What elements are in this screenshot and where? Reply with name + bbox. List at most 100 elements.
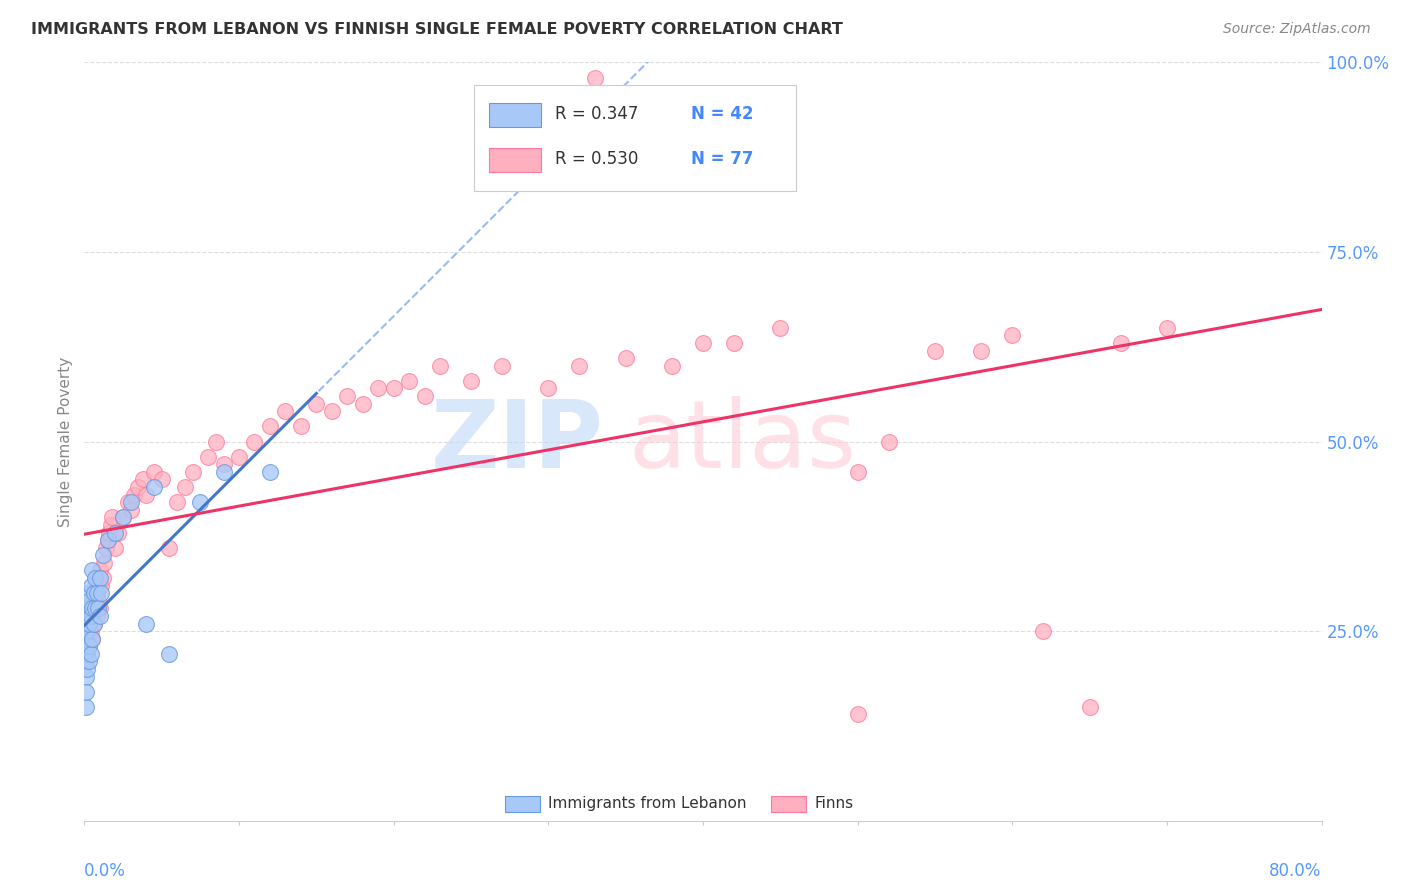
Point <box>82 632 104 646</box>
Point <box>321 404 343 418</box>
Point <box>87 594 110 608</box>
Point <box>75 685 97 699</box>
Point <box>75 669 97 683</box>
Point <box>120 495 142 509</box>
Point <box>77 655 100 669</box>
Point <box>188 495 211 509</box>
Point <box>143 480 166 494</box>
Text: Immigrants from Lebanon: Immigrants from Lebanon <box>548 797 747 812</box>
Point <box>460 374 482 388</box>
Point <box>79 579 101 593</box>
Point <box>197 450 219 464</box>
Point <box>290 419 312 434</box>
Point <box>228 450 250 464</box>
Point <box>77 639 100 653</box>
FancyBboxPatch shape <box>474 85 796 191</box>
Point <box>75 655 97 669</box>
Point <box>93 556 115 570</box>
Point <box>83 616 105 631</box>
Point <box>132 473 155 487</box>
Point <box>568 359 591 373</box>
Point <box>382 382 405 396</box>
Point <box>76 586 98 600</box>
Point <box>274 404 297 418</box>
Point <box>96 533 118 548</box>
Point <box>76 601 98 615</box>
Point <box>90 586 112 600</box>
Point <box>104 525 127 540</box>
Point <box>89 564 111 578</box>
Point <box>1109 335 1132 350</box>
Point <box>82 601 104 615</box>
Point <box>1032 624 1054 639</box>
Point <box>101 510 124 524</box>
Point <box>661 359 683 373</box>
Point <box>181 465 204 479</box>
Point <box>112 510 135 524</box>
Point <box>94 541 117 555</box>
Point <box>159 647 180 661</box>
Point <box>84 571 107 585</box>
Point <box>107 525 129 540</box>
Point <box>87 601 110 615</box>
Text: 0.0%: 0.0% <box>84 863 127 880</box>
Point <box>122 487 145 501</box>
Point <box>86 608 108 623</box>
Text: IMMIGRANTS FROM LEBANON VS FINNISH SINGLE FEMALE POVERTY CORRELATION CHART: IMMIGRANTS FROM LEBANON VS FINNISH SINGL… <box>31 22 842 37</box>
Text: N = 77: N = 77 <box>690 151 754 169</box>
Point <box>120 503 142 517</box>
Point <box>259 465 281 479</box>
Point <box>166 495 188 509</box>
Point <box>75 616 97 631</box>
Point <box>82 564 104 578</box>
Point <box>174 480 197 494</box>
Y-axis label: Single Female Poverty: Single Female Poverty <box>58 357 73 526</box>
Point <box>305 396 328 410</box>
Point <box>76 632 98 646</box>
Point <box>135 487 157 501</box>
Point <box>76 601 98 615</box>
Point <box>84 601 107 615</box>
Point <box>429 359 451 373</box>
Text: ZIP: ZIP <box>432 395 605 488</box>
Point <box>537 382 560 396</box>
Point <box>1156 320 1178 334</box>
Text: 80.0%: 80.0% <box>1270 863 1322 880</box>
Point <box>86 586 108 600</box>
Point <box>491 359 513 373</box>
Point <box>692 335 714 350</box>
Point <box>76 624 98 639</box>
Point <box>83 616 105 631</box>
Point <box>76 662 98 676</box>
Point <box>212 465 235 479</box>
Point <box>75 699 97 714</box>
Point <box>77 608 100 623</box>
Point <box>82 632 104 646</box>
Point <box>90 579 112 593</box>
Point <box>83 586 105 600</box>
Point <box>159 541 180 555</box>
Text: R = 0.530: R = 0.530 <box>554 151 638 169</box>
Point <box>89 571 111 585</box>
Point <box>91 571 114 585</box>
Point <box>112 510 135 524</box>
Point <box>77 594 100 608</box>
Point <box>212 458 235 472</box>
Point <box>970 343 993 358</box>
Text: atlas: atlas <box>628 395 858 488</box>
Point <box>127 480 149 494</box>
Point <box>1001 328 1024 343</box>
Point <box>143 465 166 479</box>
Point <box>259 419 281 434</box>
Point <box>135 616 157 631</box>
FancyBboxPatch shape <box>489 148 541 172</box>
Point <box>100 517 122 532</box>
Point <box>98 525 121 540</box>
Point <box>76 647 98 661</box>
Point <box>769 320 792 334</box>
FancyBboxPatch shape <box>770 797 806 812</box>
Point <box>877 434 900 449</box>
Point <box>846 707 869 722</box>
Point <box>150 473 173 487</box>
Point <box>243 434 266 449</box>
